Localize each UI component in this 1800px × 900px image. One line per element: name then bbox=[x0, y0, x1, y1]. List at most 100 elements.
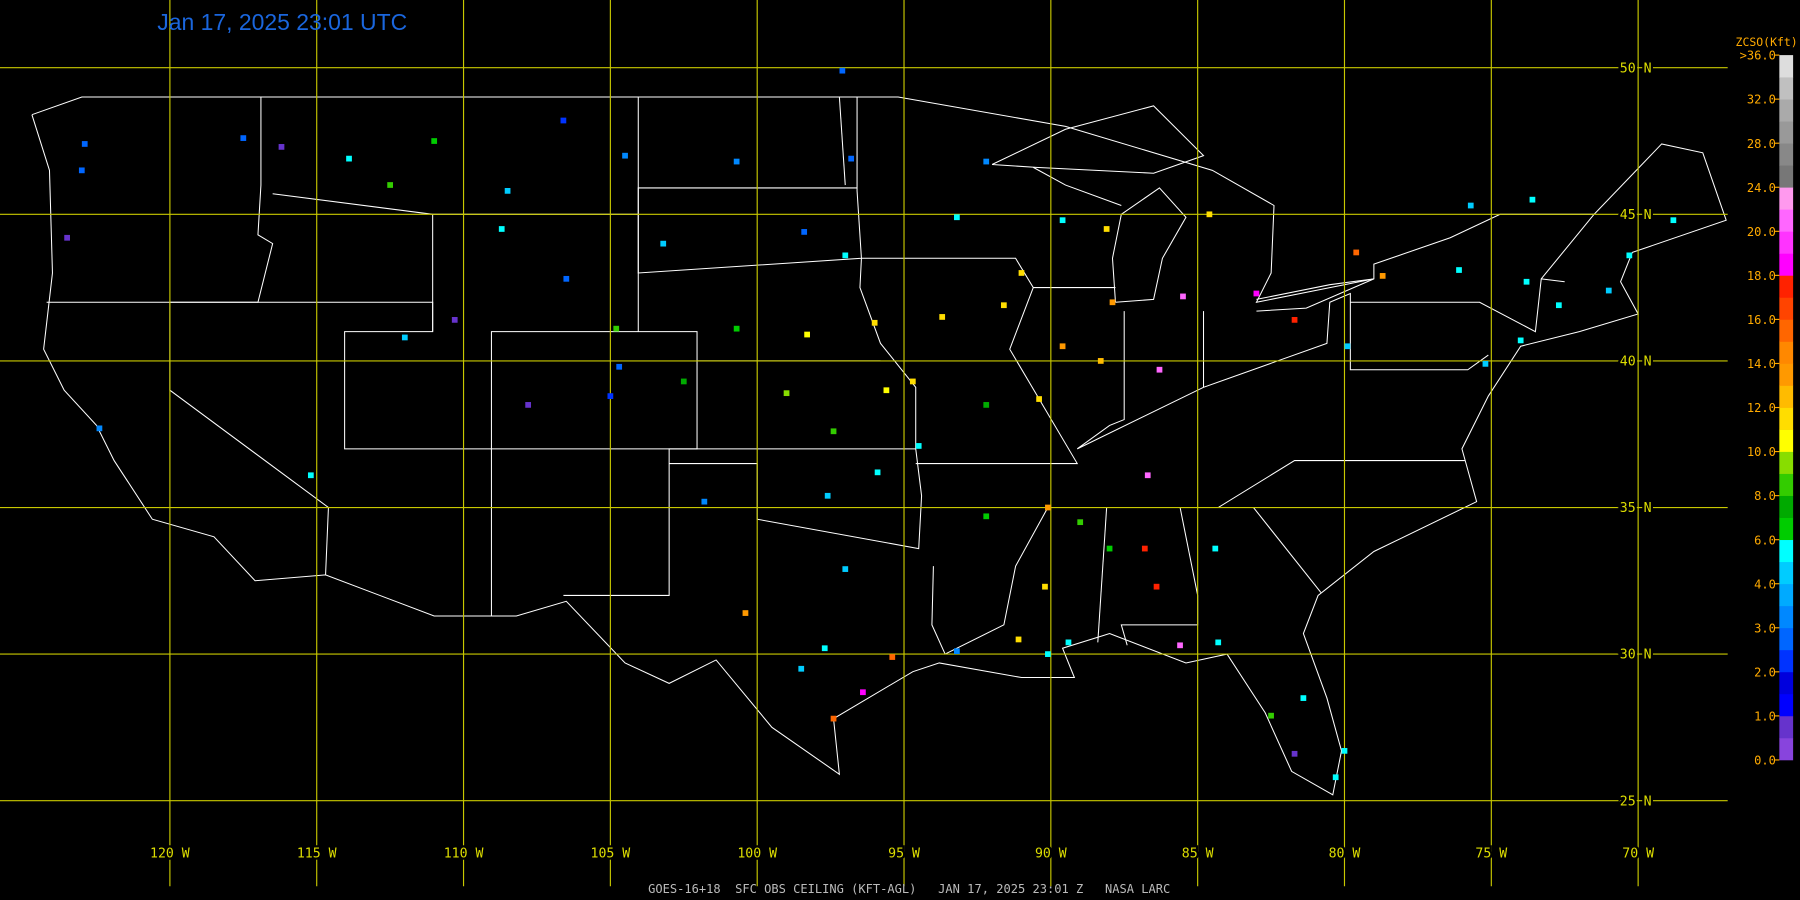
station-obs bbox=[1555, 302, 1562, 309]
station-obs bbox=[801, 229, 808, 235]
station-obs bbox=[1206, 211, 1213, 218]
longitude-label: 120 W bbox=[150, 847, 190, 862]
station-obs bbox=[1065, 639, 1072, 646]
station-obs bbox=[915, 443, 922, 449]
boundary-line bbox=[169, 97, 329, 575]
station-obs bbox=[1670, 217, 1677, 224]
boundary-line bbox=[1256, 278, 1375, 312]
legend-swatch bbox=[1779, 363, 1794, 386]
station-obs bbox=[1045, 504, 1051, 511]
longitude-label: 100 W bbox=[737, 847, 777, 862]
station-obs bbox=[889, 654, 896, 660]
station-obs bbox=[1059, 217, 1066, 224]
footer-caption: GOES-16+18 SFC OBS CEILING (KFT-AGL) JAN… bbox=[648, 882, 1170, 896]
boundary-line bbox=[1033, 166, 1122, 206]
station-obs bbox=[431, 138, 438, 144]
station-obs bbox=[1141, 545, 1148, 552]
station-obs bbox=[909, 378, 916, 385]
legend-tick-label: 3.0 bbox=[1754, 621, 1776, 635]
legend-swatch bbox=[1779, 605, 1794, 629]
station-obs bbox=[1291, 317, 1298, 323]
legend-tick-label: 18.0 bbox=[1747, 269, 1776, 283]
legend-swatch bbox=[1779, 583, 1794, 607]
boundary-line bbox=[1097, 507, 1108, 643]
station-obs bbox=[1291, 750, 1298, 757]
station-obs bbox=[525, 402, 532, 408]
station-obs bbox=[64, 234, 70, 241]
legend-swatch bbox=[1779, 341, 1794, 364]
legend-swatch bbox=[1779, 473, 1794, 496]
latitude-label: 45 N bbox=[1620, 208, 1652, 223]
legend-tick-label: 14.0 bbox=[1747, 357, 1776, 371]
station-obs bbox=[742, 610, 749, 616]
map-title: Jan 17, 2025 23:01 UTC bbox=[157, 9, 407, 35]
station-obs bbox=[1523, 278, 1530, 285]
station-obs bbox=[842, 252, 849, 259]
station-obs bbox=[504, 187, 511, 194]
boundary-line bbox=[1253, 507, 1322, 593]
legend-swatch bbox=[1779, 99, 1794, 122]
station-obs bbox=[798, 665, 805, 672]
boundary-line bbox=[991, 105, 1205, 174]
station-obs bbox=[824, 492, 831, 499]
legend-swatch bbox=[1779, 297, 1794, 320]
station-obs bbox=[1000, 302, 1007, 309]
station-obs bbox=[842, 566, 849, 572]
station-obs bbox=[1077, 519, 1084, 526]
legend-swatch bbox=[1779, 253, 1794, 276]
legend-swatch bbox=[1779, 517, 1794, 541]
station-obs bbox=[1482, 360, 1489, 367]
station-obs bbox=[1109, 299, 1116, 306]
legend-tick-label: 6.0 bbox=[1754, 533, 1776, 547]
longitude-label: 115 W bbox=[297, 847, 337, 862]
legend-tick-label: >36.0 bbox=[1740, 49, 1776, 63]
legend-swatch bbox=[1779, 77, 1794, 100]
station-obs bbox=[307, 472, 314, 479]
graticule: 50 N 45 N 40 N 35 N 30 N 25 N 120 W 115 W 110 W 1… bbox=[0, 0, 1728, 887]
station-obs bbox=[1300, 695, 1307, 701]
station-obs bbox=[1045, 651, 1051, 657]
latitude-label: 40 N bbox=[1620, 355, 1652, 370]
boundary-line bbox=[272, 193, 639, 215]
station-obs bbox=[1106, 545, 1113, 552]
latitude-label: 50 N bbox=[1620, 61, 1652, 76]
station-obs bbox=[1180, 293, 1186, 300]
station-obs bbox=[874, 469, 881, 476]
boundary-line bbox=[344, 214, 492, 616]
legend-tick-label: 12.0 bbox=[1747, 401, 1776, 415]
station-obs bbox=[848, 155, 855, 162]
station-obs bbox=[451, 317, 458, 323]
station-obs bbox=[983, 513, 990, 520]
station-obs bbox=[1379, 273, 1386, 279]
legend-tick-label: 10.0 bbox=[1747, 445, 1776, 459]
legend-swatch bbox=[1779, 385, 1794, 408]
station-obs bbox=[1456, 267, 1462, 273]
station-obs bbox=[821, 645, 828, 652]
station-obs bbox=[1144, 472, 1151, 479]
longitude-label: 95 W bbox=[888, 847, 920, 862]
legend-swatch bbox=[1779, 671, 1794, 695]
station-obs bbox=[613, 325, 620, 332]
color-legend: 0.0 1.0 2.0 3.0 4.0 6.0 8.0 10.0 12.0 14.0 16.0 18.… bbox=[1736, 35, 1798, 768]
station-obs bbox=[1605, 287, 1612, 294]
station-obs bbox=[680, 378, 687, 385]
station-obs bbox=[1036, 396, 1042, 402]
station-obs bbox=[81, 141, 88, 147]
map-outline bbox=[31, 96, 1727, 796]
station-obs bbox=[401, 334, 408, 341]
station-obs bbox=[1626, 252, 1633, 259]
legend-tick-label: 20.0 bbox=[1747, 225, 1776, 239]
station-obs bbox=[701, 498, 708, 505]
station-obs bbox=[1341, 747, 1348, 754]
legend-swatch bbox=[1779, 693, 1794, 717]
legend-swatch bbox=[1779, 275, 1794, 298]
legend-swatch bbox=[1779, 429, 1794, 452]
boundary-line bbox=[563, 448, 916, 596]
boundary-line bbox=[31, 96, 1727, 796]
station-obs bbox=[1353, 249, 1360, 256]
legend-swatch bbox=[1779, 55, 1794, 78]
longitude-label: 85 W bbox=[1182, 847, 1214, 862]
station-obs bbox=[1332, 774, 1339, 781]
boundary-line bbox=[1076, 292, 1489, 450]
